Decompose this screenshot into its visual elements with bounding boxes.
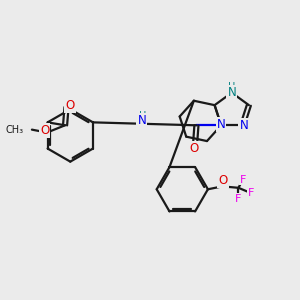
Text: N: N <box>239 119 248 132</box>
Text: H: H <box>139 111 146 121</box>
Text: F: F <box>240 175 246 185</box>
Text: O: O <box>40 124 49 137</box>
Text: N: N <box>137 114 146 128</box>
Text: CH₃: CH₃ <box>6 124 24 135</box>
Text: N: N <box>227 86 236 99</box>
Text: O: O <box>218 174 228 187</box>
Text: F: F <box>235 194 242 204</box>
Text: H: H <box>228 82 236 92</box>
Text: N: N <box>217 118 226 131</box>
Text: O: O <box>65 99 75 112</box>
Text: O: O <box>190 142 199 154</box>
Text: F: F <box>248 188 254 198</box>
